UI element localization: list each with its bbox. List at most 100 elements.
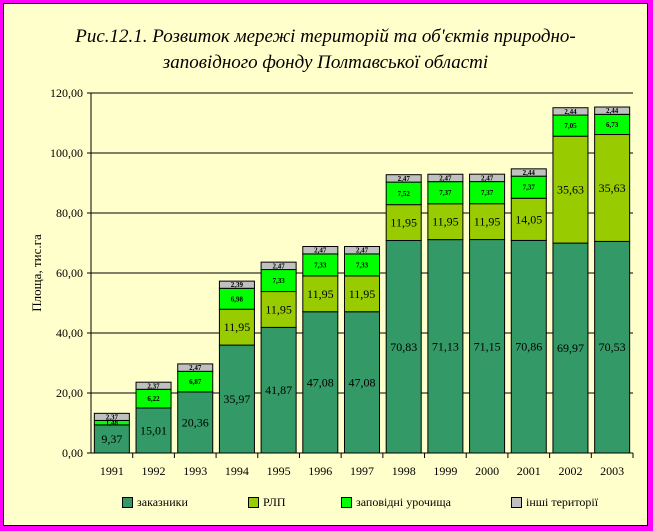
bar-segment: [510, 239, 547, 454]
legend-label: заказники: [137, 495, 188, 509]
data-label: 7,37: [439, 189, 452, 197]
data-label: 7,37: [523, 184, 536, 192]
data-label: 7,33: [356, 261, 369, 269]
bar-segment: [135, 407, 172, 454]
data-label: 9,37: [101, 432, 122, 446]
data-label: 2,47: [439, 174, 452, 182]
bar-segment: [177, 363, 214, 372]
data-label: 69,97: [557, 341, 584, 355]
bar-segment: [343, 275, 381, 313]
bar-segment: [594, 134, 631, 242]
data-label: 47,08: [307, 375, 334, 389]
data-label: 11,95: [265, 302, 292, 316]
chart-legend: заказники РЛП заповідні урочища інші терито…: [4, 495, 647, 515]
bar-segment: [427, 203, 464, 241]
y-tick-label: 80,00: [56, 206, 83, 220]
data-label: 11,95: [307, 287, 334, 301]
chart-title: Рис.12.1. Розвиток мережі територій та о…: [4, 24, 647, 76]
legend-item: заказники: [122, 495, 188, 510]
bar-segment: [510, 168, 547, 177]
data-label: 7,05: [564, 122, 577, 130]
data-label: 11,95: [224, 320, 251, 334]
data-label: 71,15: [474, 339, 501, 353]
legend-item: РЛП: [248, 495, 286, 510]
legend-swatch: [341, 497, 352, 508]
legend-label: заповідні урочища: [356, 495, 451, 509]
chart-frame: Рис.12.1. Розвиток мережі територій та о…: [3, 3, 648, 526]
data-label: 7,33: [272, 277, 285, 285]
data-label: 70,86: [515, 340, 542, 354]
bar-segment: [218, 344, 255, 454]
data-label: 35,97: [223, 392, 250, 406]
legend-swatch: [122, 497, 133, 508]
x-tick-label: 1993: [183, 464, 207, 478]
data-label: 15,01: [140, 423, 167, 437]
data-label: 7,33: [314, 261, 327, 269]
x-tick-label: 1995: [267, 464, 291, 478]
data-label: 47,08: [349, 375, 376, 389]
bar-segment: [135, 381, 172, 390]
data-label: 2,37: [106, 413, 119, 421]
data-label: 2,44: [606, 107, 619, 115]
data-label: 6,73: [606, 121, 619, 129]
bar-segment: [302, 311, 339, 454]
bar-segment: [260, 291, 297, 328]
data-label: 7,52: [398, 190, 411, 198]
data-label: 70,83: [390, 340, 417, 354]
bar-segment: [93, 412, 130, 421]
bar-segment: [594, 106, 631, 115]
bar-segment: [552, 107, 589, 116]
data-label: 11,95: [474, 215, 501, 229]
data-label: 1,48: [106, 419, 119, 427]
bar-segment: [385, 240, 422, 454]
bar-segment: [260, 326, 297, 454]
data-label: 35,63: [557, 183, 584, 197]
data-label: 6,87: [189, 378, 202, 386]
bar-segment: [469, 203, 506, 241]
x-tick-label: 2002: [558, 464, 582, 478]
data-label: 7,37: [481, 189, 494, 197]
legend-label: РЛП: [263, 495, 286, 509]
y-tick-label: 40,00: [56, 326, 83, 340]
y-axis-label: Площа, тис.га: [29, 234, 44, 312]
x-tick-label: 2000: [475, 464, 499, 478]
data-label: 2,44: [564, 108, 577, 116]
legend-swatch: [511, 497, 522, 508]
legend-item: заповідні урочища: [341, 495, 451, 510]
data-label: 41,87: [265, 383, 292, 397]
bar-segment: [427, 239, 464, 454]
data-label: 2,37: [147, 382, 160, 390]
bar-segment: [385, 174, 422, 183]
chart-plot: 0,00 20,00 40,00 60,00 80,00 100,00 120,00 Площ…: [29, 86, 634, 478]
x-tick-label: 1996: [308, 464, 332, 478]
x-tick-label: 2001: [517, 464, 541, 478]
x-tick-label: 1994: [225, 464, 249, 478]
data-label: 2,39: [231, 281, 244, 289]
y-tick-label: 20,00: [56, 386, 83, 400]
data-label: 6,98: [231, 295, 244, 303]
x-tick-label: 1997: [350, 464, 374, 478]
y-tick-label: 100,00: [50, 146, 83, 160]
data-label: 2,47: [189, 364, 202, 372]
bar-segment: [552, 242, 589, 454]
data-label: 11,95: [349, 287, 376, 301]
x-tick-label: 2003: [600, 464, 624, 478]
y-tick-label: 120,00: [50, 86, 83, 100]
y-tick-label: 60,00: [56, 266, 83, 280]
legend-item: інші території: [511, 495, 598, 510]
bar-segment: [469, 239, 506, 454]
data-label: 2,47: [314, 247, 327, 255]
bar-segment: [385, 204, 422, 242]
bar-segment: [260, 261, 297, 271]
bar-segment: [302, 246, 339, 255]
legend-swatch: [248, 497, 259, 508]
bar-segment: [302, 275, 339, 313]
x-tick-label: 1998: [392, 464, 416, 478]
data-label: 71,13: [432, 339, 459, 353]
bar-segment: [343, 246, 381, 255]
data-label: 11,95: [432, 215, 459, 229]
bar-segment: [427, 173, 464, 183]
y-tick-label: 0,00: [62, 446, 83, 460]
bar-segment: [469, 173, 506, 183]
data-label: 6,22: [147, 395, 160, 403]
